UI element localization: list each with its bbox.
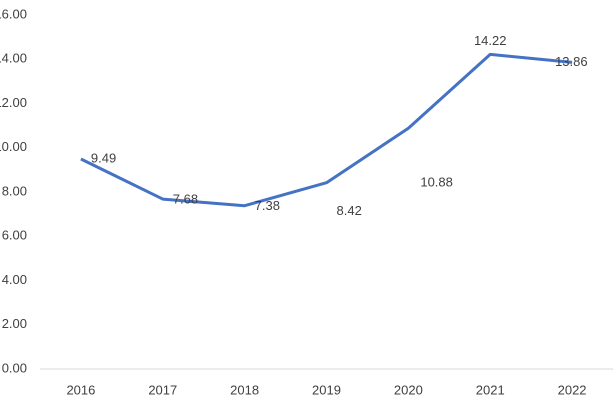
data-label: 7.38 (255, 198, 280, 213)
data-label: 7.68 (173, 192, 198, 207)
y-tick-label: 2.00 (2, 316, 27, 331)
y-tick-label: 14.00 (0, 51, 27, 66)
data-label: 10.88 (420, 175, 453, 190)
y-tick-label: 4.00 (2, 272, 27, 287)
x-tick-label: 2020 (394, 382, 423, 397)
data-label: 9.49 (91, 150, 116, 165)
x-tick-label: 2022 (558, 382, 587, 397)
x-tick-label: 2021 (476, 382, 505, 397)
data-label: 8.42 (337, 203, 362, 218)
y-tick-label: 10.00 (0, 139, 27, 154)
y-tick-label: 6.00 (2, 228, 27, 243)
y-tick-label: 12.00 (0, 95, 27, 110)
y-tick-label: 8.00 (2, 183, 27, 198)
data-label: 13.86 (555, 54, 588, 69)
y-tick-label: 0.00 (2, 360, 27, 375)
x-tick-label: 2016 (66, 382, 95, 397)
data-label: 14.22 (474, 33, 507, 48)
x-tick-label: 2018 (230, 382, 259, 397)
x-tick-label: 2017 (148, 382, 177, 397)
y-tick-label: 16.00 (0, 6, 27, 21)
x-tick-label: 2019 (312, 382, 341, 397)
line-series (80, 52, 573, 208)
